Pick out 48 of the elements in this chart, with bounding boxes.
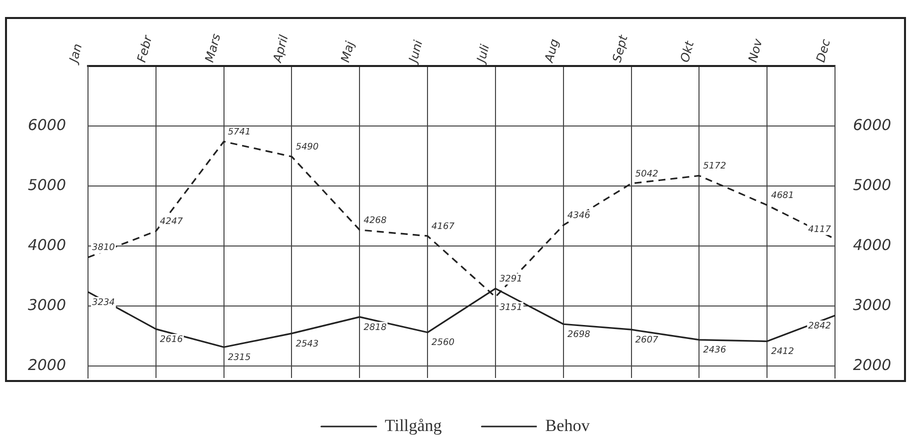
- data-label: 3234: [92, 298, 116, 308]
- x-tick-label: Mars: [202, 32, 224, 64]
- x-tick-label: Aug: [542, 37, 562, 65]
- data-label: 2543: [296, 339, 319, 350]
- data-label: 2412: [771, 347, 794, 358]
- data-label: 5741: [228, 127, 251, 138]
- data-label: 2616: [160, 334, 184, 345]
- x-tick-label: Jan: [66, 42, 85, 66]
- data-label: 4268: [364, 216, 387, 226]
- legend-label: Tillgång: [384, 416, 442, 435]
- data-label: 3810: [92, 243, 116, 254]
- data-label: 2818: [364, 322, 387, 333]
- data-label: 5490: [296, 142, 319, 152]
- data-label: 2315: [228, 352, 251, 363]
- data-label: 4167: [432, 222, 455, 232]
- y-tick-label: 5000: [28, 176, 66, 194]
- x-tick-label: April: [270, 32, 292, 65]
- x-tick-label: Nov: [746, 36, 766, 64]
- y2-tick-label: 2000: [853, 356, 892, 374]
- y-tick-label: 3000: [28, 296, 66, 314]
- y2-tick-label: 4000: [853, 236, 892, 254]
- y-tick-label: 2000: [28, 356, 66, 374]
- x-tick-label: Dec: [813, 37, 834, 64]
- x-tick-label: Juli: [473, 42, 492, 66]
- data-label: 5172: [703, 162, 726, 172]
- x-tick-label: Febr: [134, 33, 156, 64]
- data-label: 2842: [808, 321, 832, 332]
- data-label: 2698: [567, 330, 591, 340]
- x-tick-label: Sept: [610, 32, 631, 64]
- data-label: 4117: [808, 224, 832, 235]
- data-label: 3151: [499, 302, 522, 313]
- data-label: 2607: [635, 335, 658, 346]
- x-tick-label: Maj: [338, 39, 358, 64]
- data-label: 5042: [635, 169, 658, 180]
- legend-label: Behov: [545, 416, 590, 435]
- data-label: 3291: [499, 274, 522, 284]
- data-label: 2436: [703, 346, 726, 356]
- y2-tick-label: 5000: [853, 176, 892, 194]
- y-tick-label: 6000: [28, 116, 66, 134]
- data-label: 4681: [771, 190, 794, 201]
- data-label: 4346: [567, 211, 591, 222]
- x-tick-label: Okt: [678, 38, 697, 64]
- data-label: 4247: [160, 217, 184, 228]
- x-tick-label: Juni: [406, 38, 426, 66]
- y2-tick-label: 6000: [853, 116, 892, 134]
- y2-tick-label: 3000: [853, 296, 892, 314]
- data-label: 2560: [432, 338, 455, 348]
- y-tick-label: 4000: [28, 236, 66, 254]
